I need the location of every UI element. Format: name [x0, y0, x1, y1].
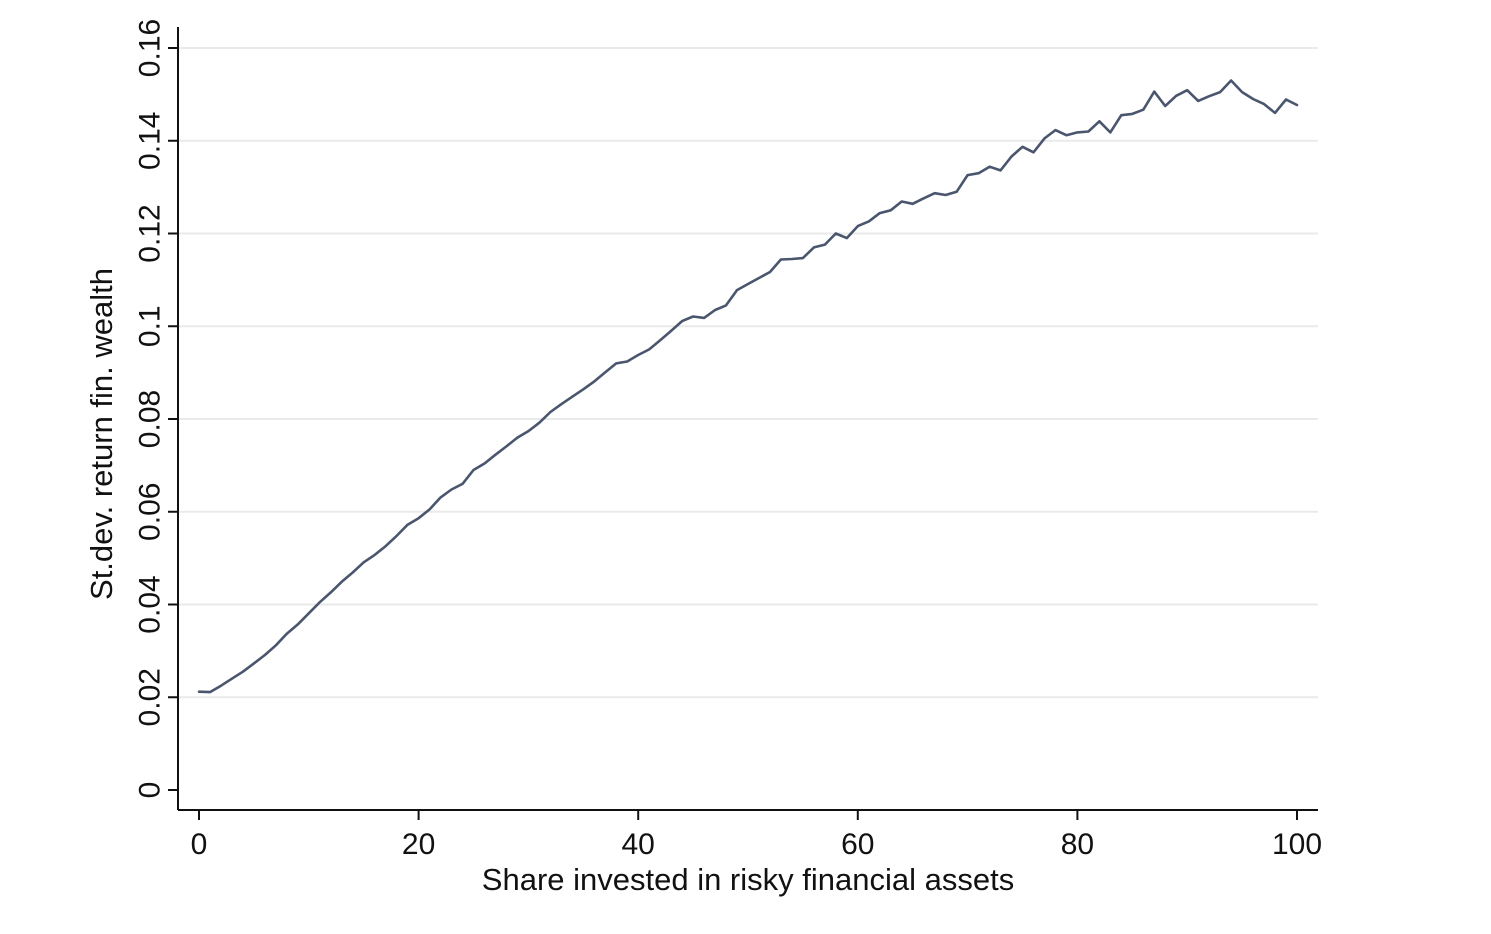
x-tick-label: 40 [622, 828, 655, 861]
y-tick-label: 0.1 [134, 305, 167, 347]
x-axis-title: Share invested in risky financial assets [482, 862, 1014, 897]
y-tick-label: 0.12 [134, 204, 167, 262]
y-tick-label: 0.04 [134, 575, 167, 633]
x-tick-label: 100 [1272, 828, 1322, 861]
y-axis-title: St.dev. return fin. wealth [84, 268, 119, 600]
x-tick-label: 20 [402, 828, 435, 861]
y-tick-label: 0.02 [134, 668, 167, 726]
y-tick-label: 0 [134, 782, 167, 799]
y-tick-label: 0.06 [134, 483, 167, 541]
y-tick-label: 0.16 [134, 19, 167, 77]
y-axis-ticks: 0 0.02 0.04 0.06 0.08 0.1 0.12 0.14 0.16 [134, 19, 178, 799]
gridlines [178, 47, 1318, 699]
x-tick-label: 80 [1061, 828, 1094, 861]
x-axis-ticks: 0 20 40 60 80 100 [191, 810, 1322, 861]
series-line [197, 79, 1299, 694]
x-tick-label: 60 [841, 828, 874, 861]
series-group [197, 79, 1299, 694]
x-tick-label: 0 [191, 828, 208, 861]
y-tick-label: 0.14 [134, 112, 167, 170]
y-tick-label: 0.08 [134, 390, 167, 448]
